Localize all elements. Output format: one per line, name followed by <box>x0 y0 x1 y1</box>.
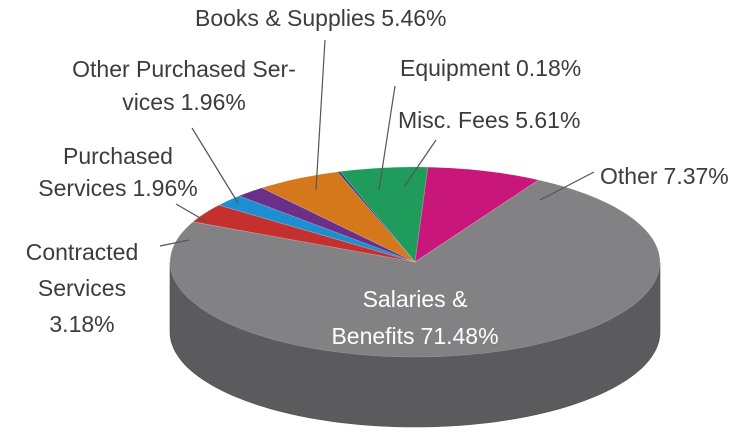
slice <box>414 166 540 263</box>
slice-label: Other 7.37% <box>600 163 729 189</box>
label-line: Equipment <box>400 55 511 81</box>
leader-line <box>403 139 437 188</box>
value-label: 1.96% <box>132 175 197 201</box>
label-line: Misc. Fees <box>398 107 509 133</box>
slice <box>336 171 416 263</box>
slice-side <box>169 261 661 428</box>
slice-label: Other Purchased Ser-vices 1.96% <box>72 56 296 115</box>
leader-line <box>175 203 208 223</box>
slice-label: Misc. Fees 5.61% <box>398 107 580 133</box>
label-line: Purchased <box>63 143 173 169</box>
value-label: 0.18% <box>516 55 581 81</box>
leader-line <box>159 239 190 247</box>
label-line: Other Purchased Ser- <box>72 56 296 82</box>
label-line: Benefits <box>331 323 414 349</box>
label-line: Services <box>38 275 126 301</box>
value-label: 7.37% <box>664 163 729 189</box>
label-line: Books & Supplies <box>195 5 375 31</box>
slice-label: Books & Supplies 5.46% <box>195 5 447 31</box>
value-label: 5.46% <box>381 5 446 31</box>
slice-label: Contracted Services 3.18% <box>26 239 139 337</box>
slice-label: Salaries & Benefits 71.48% <box>331 286 498 349</box>
leader-line <box>378 85 396 191</box>
label-line: Services <box>38 175 126 201</box>
value-label: 5.61% <box>515 107 580 133</box>
slice <box>192 204 416 263</box>
leader-line <box>191 127 239 204</box>
slice <box>339 166 429 263</box>
label-line: Other <box>600 163 658 189</box>
label-line: vices <box>122 89 174 115</box>
slice-label: Equipment 0.18% <box>400 55 581 81</box>
value-label: 1.96% <box>181 89 246 115</box>
leader-line <box>315 39 326 191</box>
slice-label: Purchased Services 1.96% <box>38 143 197 201</box>
slice <box>261 171 416 263</box>
label-line: Salaries & <box>363 286 468 312</box>
label-line: Contracted <box>26 239 139 265</box>
slice <box>169 179 661 358</box>
value-label: 71.48% <box>421 323 499 349</box>
leader-line <box>539 171 595 201</box>
value-label: 3.18% <box>49 311 114 337</box>
